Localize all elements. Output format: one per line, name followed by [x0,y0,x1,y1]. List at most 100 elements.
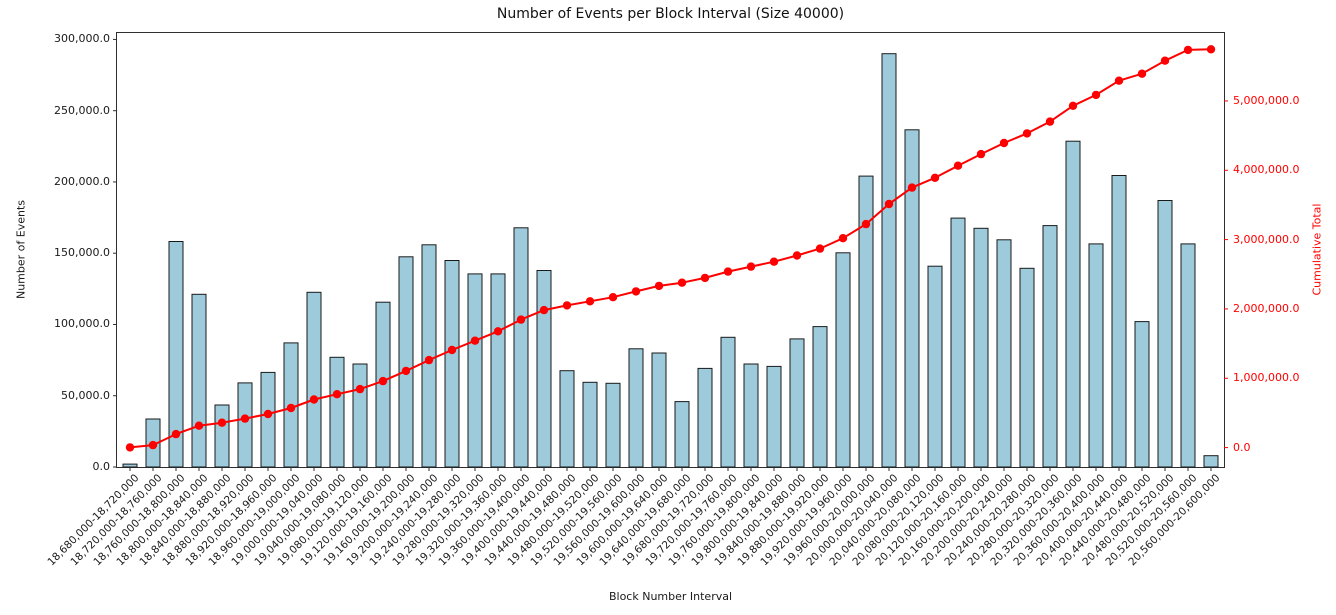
bar [812,326,828,468]
bar [697,367,713,468]
bar [1042,225,1058,468]
cumulative-point [769,257,779,266]
bar [789,338,805,468]
bar [352,363,368,468]
cumulative-point [723,267,733,276]
bar [582,381,598,468]
bar [904,129,920,468]
cumulative-point [263,409,273,419]
bar [628,348,644,468]
bar [329,356,345,468]
left-tick-label: 150,000.0 [54,246,110,260]
cumulative-point [148,440,158,450]
bar [1065,140,1081,468]
bar [881,53,897,468]
cumulative-point [1091,90,1101,100]
bar [950,217,966,468]
cumulative-point [125,443,135,452]
bar [1019,267,1035,468]
bar [398,256,414,468]
cumulative-point [447,345,457,355]
cumulative-point [700,273,710,283]
cumulative-point [838,234,848,243]
bar [306,291,322,468]
bar [605,382,621,468]
right-axis-label: Cumulative Total [1310,203,1324,296]
cumulative-point [332,390,342,399]
bar [674,401,690,468]
cumulative-point [493,327,503,336]
cumulative-point [1137,69,1147,78]
cumulative-point [378,376,388,386]
cumulative-point [401,366,411,376]
cumulative-point [861,219,871,229]
cumulative-point [1045,117,1055,126]
cumulative-point [953,161,963,170]
cumulative-point [286,403,296,413]
left-tick-label: 50,000.0 [61,388,110,402]
bar [260,371,276,468]
right-tick-label: 2,000,000.0 [1233,301,1300,315]
left-tick-label: 0.0 [92,460,111,473]
bar [444,260,460,468]
cumulative-point [309,395,319,404]
cumulative-point [654,281,664,291]
bar [421,244,437,468]
bar [996,239,1012,468]
chart-plot-area [113,38,1228,471]
plot-border [116,32,1225,468]
bar [1203,455,1219,468]
bar [1180,243,1196,468]
bar [214,404,230,468]
cumulative-point [1183,45,1193,55]
cumulative-point [539,305,549,315]
bar [122,463,138,468]
cumulative-point [240,414,250,423]
cumulative-point [746,262,756,271]
cumulative-point [976,149,986,159]
cumulative-point [930,173,940,182]
bar [513,227,529,468]
cumulative-point [999,138,1009,148]
bar [1157,200,1173,468]
cumulative-point [1068,101,1078,111]
bar [766,365,782,468]
bar [237,382,253,468]
cumulative-point [194,421,204,430]
right-tick-label: 1,000,000.0 [1233,371,1300,385]
right-tick-label: 4,000,000.0 [1233,163,1300,177]
bar [1111,175,1127,468]
cumulative-point [884,199,894,209]
bar [191,293,207,468]
cumulative-point [1114,76,1124,85]
left-tick-label: 100,000.0 [54,317,110,331]
bar [467,273,483,468]
bar [835,252,851,468]
cumulative-point [1206,45,1216,54]
cumulative-point [424,355,434,365]
right-tick-label: 5,000,000.0 [1233,93,1300,107]
cumulative-point [1160,56,1170,65]
cumulative-point [355,384,365,394]
cumulative-point [907,183,917,192]
bar [490,273,506,468]
cumulative-point [585,297,595,306]
left-tick-label: 300,000.0 [54,32,110,46]
cumulative-point [1022,129,1032,138]
cumulative-point [677,278,687,287]
cumulative-point [217,418,227,427]
bar [1088,243,1104,468]
bar [536,270,552,468]
cumulative-point [516,315,526,324]
cumulative-point [470,336,480,345]
cumulative-point [608,293,618,302]
bar [743,363,759,468]
cumulative-point [171,429,181,439]
bar [651,352,667,468]
right-tick-label: 0.0 [1233,440,1251,454]
bar [1134,321,1150,468]
bar [559,370,575,468]
left-tick-label: 200,000.0 [54,174,110,188]
cumulative-point [631,287,641,296]
